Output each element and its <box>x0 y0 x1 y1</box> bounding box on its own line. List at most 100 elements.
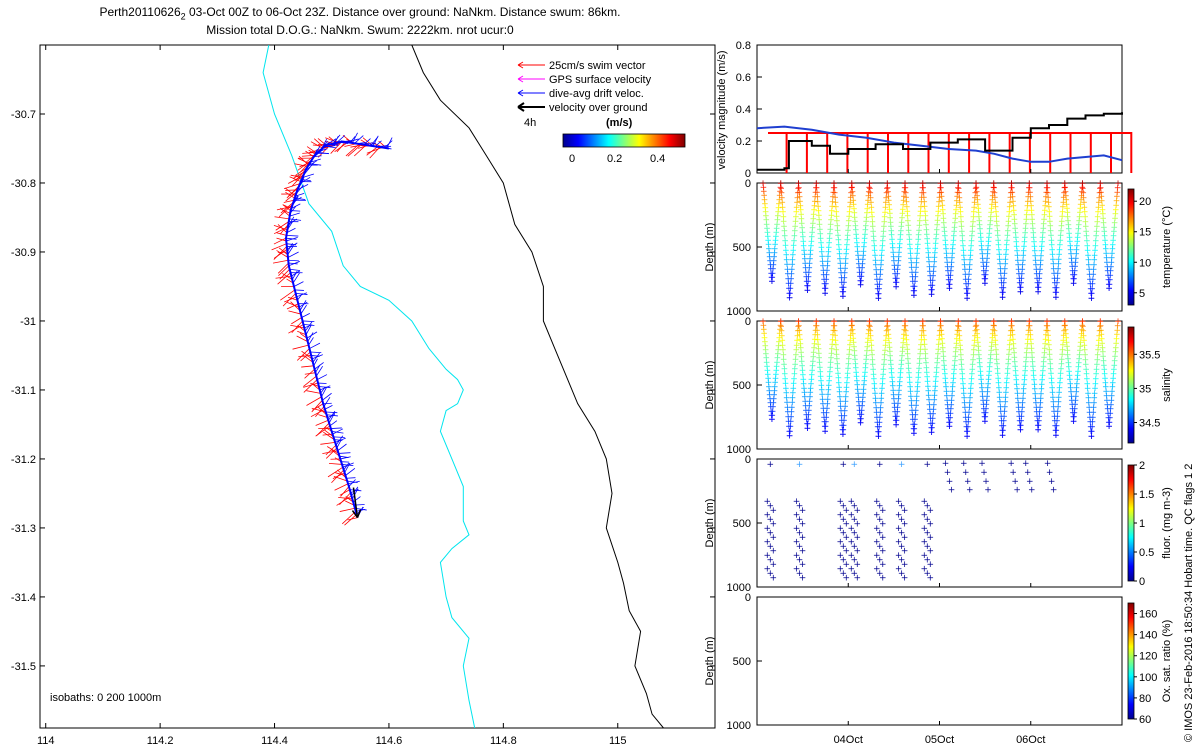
section-point: + <box>856 410 864 420</box>
section-point: + <box>879 573 887 583</box>
section-point: + <box>873 538 881 548</box>
section-point: + <box>838 273 846 283</box>
section-point: + <box>974 338 982 348</box>
section-point: + <box>958 365 966 375</box>
section-point: + <box>898 529 906 539</box>
section-point: + <box>909 277 917 287</box>
section-point: + <box>1076 208 1084 218</box>
section-point: + <box>844 374 852 384</box>
section-point: + <box>1044 184 1052 194</box>
section-point: + <box>804 286 812 296</box>
section-point: + <box>1104 271 1112 281</box>
section-point: + <box>891 270 899 280</box>
section-point: + <box>1024 202 1032 212</box>
section-point: + <box>1104 400 1112 410</box>
section-point: + <box>895 390 903 400</box>
section-point: + <box>874 289 882 299</box>
section-point: + <box>898 360 906 370</box>
section-point: + <box>942 236 950 246</box>
section-point: + <box>919 184 927 194</box>
section-point: + <box>910 429 918 439</box>
section-point: + <box>904 354 912 364</box>
section-point: + <box>1073 246 1081 256</box>
section-point: + <box>842 388 850 398</box>
section-point: + <box>895 511 903 521</box>
section-point: + <box>846 336 854 346</box>
section-point: + <box>1004 360 1012 370</box>
swim-vector <box>288 310 301 315</box>
section-point: + <box>809 219 817 229</box>
section-point: + <box>1052 293 1060 303</box>
section-point: + <box>897 364 905 374</box>
section-point: + <box>793 208 801 218</box>
swim-vector <box>347 144 362 157</box>
date-tick-label: 05Oct <box>925 734 954 746</box>
glider-track-line <box>284 140 390 518</box>
section-point: + <box>796 515 804 525</box>
section-point: + <box>888 235 896 245</box>
section-point: + <box>1000 417 1008 427</box>
section-point: + <box>915 364 923 374</box>
drift-vector <box>347 480 360 485</box>
section-point: + <box>998 426 1006 436</box>
section-point: + <box>937 188 945 198</box>
section-point: + <box>870 370 878 380</box>
section-point: + <box>938 330 946 340</box>
section-point: + <box>1091 251 1099 261</box>
section-point: + <box>1069 270 1077 280</box>
section-point: + <box>857 414 865 424</box>
section-point: + <box>826 372 834 382</box>
section-point: + <box>788 398 796 408</box>
section-point: + <box>823 409 831 419</box>
section-point: + <box>1091 246 1099 256</box>
section-point: + <box>893 412 901 422</box>
section-point: + <box>837 269 845 279</box>
section-point: + <box>972 179 980 189</box>
section-point: + <box>867 198 875 208</box>
section-point: + <box>953 201 961 211</box>
section-point: + <box>1075 363 1083 373</box>
section-point: + <box>1038 242 1046 252</box>
section-point: + <box>991 331 999 341</box>
swim-vector <box>334 483 349 491</box>
section-point: + <box>988 334 996 344</box>
section-point: + <box>987 208 995 218</box>
section-point: + <box>943 254 951 264</box>
section-point: + <box>1023 215 1031 225</box>
section-point: + <box>901 179 909 189</box>
section-point: + <box>1067 246 1075 256</box>
section-point: + <box>1060 326 1068 336</box>
section-point: + <box>824 390 832 400</box>
section-point: + <box>875 294 883 304</box>
section-point: + <box>917 207 925 217</box>
section-point: + <box>847 538 855 548</box>
section-point: + <box>925 386 933 396</box>
section-point: + <box>798 215 806 225</box>
section-point: + <box>911 282 919 292</box>
section-point: + <box>1004 231 1012 241</box>
section-point: + <box>901 533 909 543</box>
section-point: + <box>1024 193 1032 203</box>
section-point: + <box>1068 258 1076 268</box>
swim-vector <box>273 224 288 231</box>
section-point: + <box>779 346 787 356</box>
section-point: + <box>952 214 960 224</box>
section-point: + <box>1111 214 1119 224</box>
section-point: + <box>1050 402 1058 412</box>
section-point: + <box>913 387 921 397</box>
section-point: + <box>810 206 818 216</box>
section-point: + <box>868 341 876 351</box>
section-point: + <box>923 555 931 565</box>
section-point: + <box>1018 407 1026 417</box>
section-point: + <box>927 414 935 424</box>
section-point: + <box>894 399 902 409</box>
section-point: + <box>1055 260 1063 270</box>
section-point: + <box>884 183 892 193</box>
section-point: + <box>901 573 909 583</box>
section-point: + <box>793 336 801 346</box>
section-point: + <box>1025 317 1033 327</box>
section-point: + <box>941 370 949 380</box>
section-point: + <box>837 397 845 407</box>
section-point: + <box>984 246 992 256</box>
